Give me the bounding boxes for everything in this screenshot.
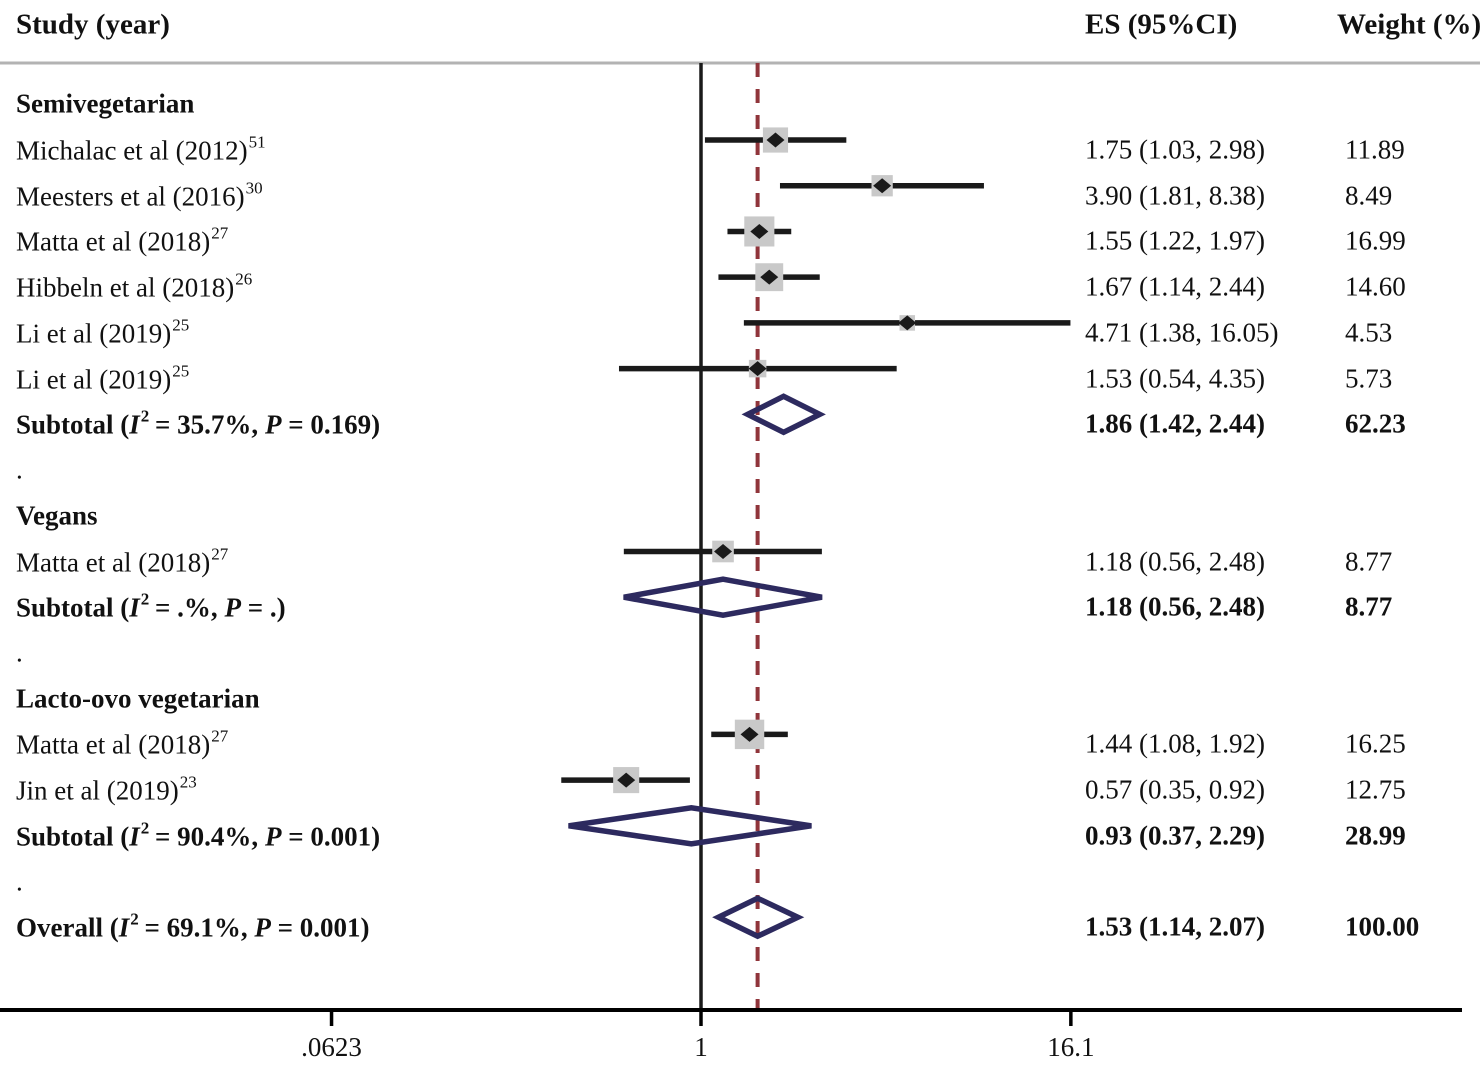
es-ci-value: 0.57 (0.35, 0.92): [1085, 774, 1265, 805]
point-estimate-diamond: [750, 223, 769, 239]
subtotal-weight-value: 62.23: [1345, 408, 1406, 439]
subtotal-label: Subtotal (I2 = 35.7%, P = 0.169): [16, 406, 381, 440]
overall-weight-value: 100.00: [1345, 911, 1420, 942]
axis-tick-label: 16.1: [1047, 1032, 1095, 1062]
es-ci-value: 1.18 (0.56, 2.48): [1085, 546, 1265, 576]
subtotal-es-ci-value: 1.86 (1.42, 2.44): [1085, 408, 1265, 439]
study-label: Michalac et al (2012)51: [16, 132, 266, 166]
point-estimate-diamond: [766, 132, 785, 148]
subtotal-es-ci-value: 0.93 (0.37, 2.29): [1085, 820, 1265, 851]
group-header: Lacto-ovo vegetarian: [16, 683, 260, 714]
column-header-weight: Weight (%): [1337, 8, 1480, 41]
point-estimate-diamond: [740, 726, 759, 742]
weight-value: 8.77: [1345, 546, 1393, 576]
study-label: Li et al (2019)25: [16, 315, 190, 349]
weight-value: 16.25: [1345, 728, 1406, 759]
subtotal-es-ci-value: 1.18 (0.56, 2.48): [1085, 591, 1265, 622]
weight-value: 11.89: [1345, 134, 1405, 165]
es-ci-value: 1.67 (1.14, 2.44): [1085, 271, 1265, 302]
point-estimate-diamond: [760, 269, 779, 285]
group-header: Vegans: [16, 500, 98, 531]
subtotal-pooled-diamond: [623, 576, 823, 619]
column-header-es: ES (95%CI): [1085, 8, 1238, 41]
subtotal-label: Subtotal (I2 = 90.4%, P = 0.001): [16, 818, 381, 852]
study-label: Matta et al (2018)27: [16, 726, 229, 760]
overall-es-ci-value: 1.53 (1.14, 2.07): [1085, 911, 1265, 942]
point-estimate-diamond: [748, 361, 767, 377]
axis-tick-label: .0623: [301, 1032, 362, 1062]
es-ci-value: 1.55 (1.22, 1.97): [1085, 225, 1265, 256]
subtotal-pooled-diamond: [568, 805, 812, 847]
es-ci-value: 1.53 (0.54, 4.35): [1085, 363, 1265, 394]
es-ci-value: 1.44 (1.08, 1.92): [1085, 728, 1265, 759]
weight-value: 14.60: [1345, 271, 1406, 302]
study-label: Meesters et al (2016)30: [16, 178, 263, 212]
point-estimate-diamond: [873, 178, 892, 194]
column-header-study: Study (year): [16, 8, 170, 41]
subtotal-pooled-diamond: [741, 393, 826, 436]
group-header: Semivegetarian: [16, 88, 195, 119]
point-estimate-diamond: [714, 544, 733, 559]
weight-value: 12.75: [1345, 774, 1406, 805]
study-label: Jin et al (2019)23: [16, 772, 197, 806]
es-ci-value: 3.90 (1.81, 8.38): [1085, 180, 1265, 211]
study-label: Matta et al (2018)27: [16, 544, 229, 577]
point-estimate-diamond: [898, 315, 917, 331]
weight-value: 16.99: [1345, 225, 1406, 256]
axis-tick-label: 1: [694, 1032, 708, 1062]
spacer-dot: .: [16, 454, 23, 485]
subtotal-label: Subtotal (I2 = .%, P = .): [16, 589, 286, 623]
spacer-dot: .: [16, 637, 23, 668]
study-label: Matta et al (2018)27: [16, 223, 229, 257]
overall-label: Overall (I2 = 69.1%, P = 0.001): [16, 909, 370, 943]
es-ci-value: 1.75 (1.03, 2.98): [1085, 134, 1265, 165]
subtotal-weight-value: 8.77: [1345, 591, 1393, 622]
weight-value: 5.73: [1345, 363, 1393, 394]
spacer-dot: .: [16, 866, 23, 897]
weight-value: 4.53: [1345, 317, 1393, 348]
point-estimate-diamond: [617, 772, 636, 788]
es-ci-value: 4.71 (1.38, 16.05): [1085, 317, 1279, 348]
weight-value: 8.49: [1345, 180, 1393, 211]
subtotal-weight-value: 28.99: [1345, 820, 1406, 851]
overall-pooled-diamond: [712, 895, 805, 940]
study-label: Hibbeln et al (2018)26: [16, 269, 253, 303]
study-label: Li et al (2019)25: [16, 361, 190, 395]
